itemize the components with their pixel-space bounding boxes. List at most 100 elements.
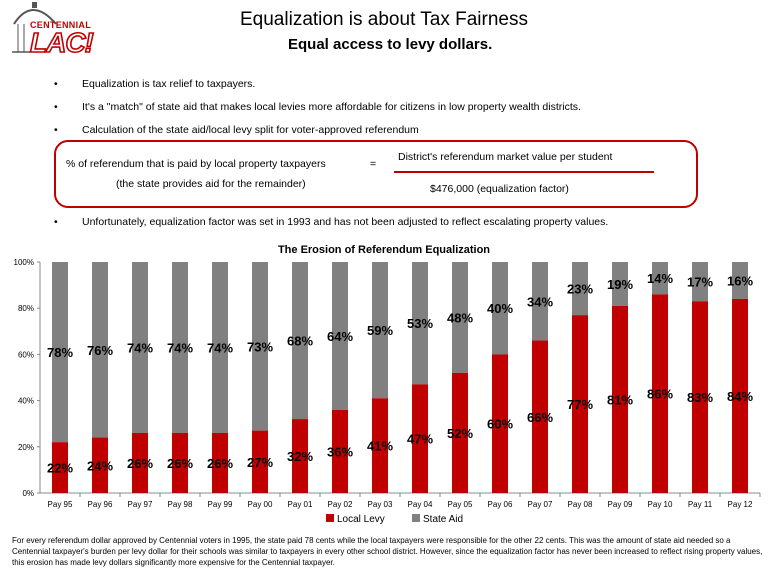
- data-label-state-aid: 74%: [207, 340, 233, 355]
- bullet-item: • Calculation of the state aid/local levy…: [54, 124, 419, 136]
- bar-local-levy: [732, 298, 748, 493]
- data-label-state-aid: 74%: [167, 340, 193, 355]
- bullet-text: Calculation of the state aid/local levy …: [82, 124, 419, 136]
- data-label-local-levy: 84%: [727, 389, 753, 404]
- data-label-local-levy: 27%: [247, 455, 273, 470]
- bar-local-levy: [492, 354, 508, 493]
- data-label-local-levy: 81%: [607, 392, 633, 407]
- bar-state-aid: [92, 262, 108, 438]
- bar-local-levy: [52, 442, 68, 493]
- bar-state-aid: [492, 262, 508, 355]
- logo-top-text: CENTENNIAL: [30, 20, 91, 30]
- bullet-text: Unfortunately, equalization factor was s…: [82, 216, 609, 228]
- bar-local-levy: [292, 419, 308, 493]
- y-tick-label: 60%: [18, 350, 34, 359]
- bar-local-levy: [172, 432, 188, 493]
- bar-local-levy: [412, 384, 428, 493]
- data-label-local-levy: 86%: [647, 387, 673, 402]
- formula-box: % of referendum that is paid by local pr…: [54, 140, 698, 208]
- x-tick-label: Pay 00: [248, 500, 273, 509]
- data-label-state-aid: 34%: [527, 294, 553, 309]
- logo-main-text: LAC!: [29, 26, 94, 59]
- centennial-lac-logo: CENTENNIAL LAC!: [8, 2, 112, 62]
- x-tick-label: Pay 98: [168, 500, 193, 509]
- bar-state-aid: [132, 262, 148, 433]
- bar-state-aid: [172, 262, 188, 433]
- data-label-state-aid: 16%: [727, 273, 753, 288]
- data-label-state-aid: 59%: [367, 323, 393, 338]
- x-tick-label: Pay 95: [48, 500, 73, 509]
- formula-equals: =: [370, 158, 377, 170]
- bar-local-levy: [532, 340, 548, 493]
- data-label-local-levy: 24%: [87, 458, 113, 473]
- x-tick-label: Pay 06: [488, 500, 513, 509]
- x-tick-label: Pay 07: [528, 500, 553, 509]
- bar-local-levy: [92, 437, 108, 493]
- data-label-state-aid: 14%: [647, 271, 673, 286]
- bullet-item: • It's a "match" of state aid that makes …: [54, 101, 581, 113]
- page-subtitle: Equal access to levy dollars.: [288, 36, 493, 53]
- bar-state-aid: [732, 262, 748, 299]
- data-label-state-aid: 78%: [47, 345, 73, 360]
- x-tick-label: Pay 99: [208, 500, 233, 509]
- capitol-dome-icon: [12, 2, 57, 53]
- x-tick-label: Pay 03: [368, 500, 393, 509]
- bar-local-levy: [612, 305, 628, 493]
- data-label-state-aid: 68%: [287, 334, 313, 349]
- bar-local-levy: [452, 372, 468, 493]
- legend-label-state-aid: State Aid: [423, 514, 463, 525]
- data-label-local-levy: 60%: [487, 417, 513, 432]
- data-label-local-levy: 66%: [527, 410, 553, 425]
- bar-state-aid: [292, 262, 308, 420]
- legend-swatch-state-aid: [412, 514, 420, 522]
- bar-local-levy: [132, 432, 148, 493]
- bullet-symbol: •: [54, 101, 58, 113]
- data-label-state-aid: 23%: [567, 282, 593, 297]
- bar-state-aid: [452, 262, 468, 373]
- bar-local-levy: [252, 430, 268, 493]
- bar-local-levy: [572, 315, 588, 493]
- data-label-local-levy: 26%: [127, 456, 153, 471]
- x-tick-label: Pay 10: [648, 500, 673, 509]
- data-label-local-levy: 41%: [367, 439, 393, 454]
- y-tick-label: 20%: [18, 443, 34, 452]
- formula-denominator: $476,000 (equalization factor): [430, 183, 569, 195]
- bar-state-aid: [612, 262, 628, 306]
- bullet-text: It's a "match" of state aid that makes l…: [82, 101, 581, 113]
- data-label-state-aid: 64%: [327, 329, 353, 344]
- data-label-local-levy: 52%: [447, 426, 473, 441]
- x-tick-label: Pay 11: [688, 500, 713, 509]
- data-label-local-levy: 22%: [47, 461, 73, 476]
- bullet-symbol: •: [54, 124, 58, 136]
- x-tick-label: Pay 08: [568, 500, 593, 509]
- bar-state-aid: [372, 262, 388, 399]
- footer-note: For every referendum dollar approved by …: [12, 536, 763, 567]
- bullet-item: • Unfortunately, equalization factor was …: [54, 216, 608, 228]
- data-label-local-levy: 83%: [687, 390, 713, 405]
- data-label-state-aid: 48%: [447, 310, 473, 325]
- bullet-symbol: •: [54, 216, 58, 228]
- formula-numerator: District's referendum market value per s…: [398, 151, 613, 163]
- bullet-text: Equalization is tax relief to taxpayers.: [82, 78, 256, 90]
- bar-state-aid: [412, 262, 428, 385]
- chart-title: The Erosion of Referendum Equalization: [278, 244, 490, 256]
- bar-state-aid: [652, 262, 668, 295]
- data-label-local-levy: 47%: [407, 432, 433, 447]
- data-label-state-aid: 73%: [247, 339, 273, 354]
- formula-left-line1: % of referendum that is paid by local pr…: [66, 158, 326, 170]
- data-label-state-aid: 19%: [607, 277, 633, 292]
- x-tick-label: Pay 09: [608, 500, 633, 509]
- y-tick-label: 40%: [18, 397, 34, 406]
- legend-label-local-levy: Local Levy: [337, 514, 385, 525]
- y-tick-label: 100%: [14, 258, 34, 267]
- data-label-state-aid: 40%: [487, 301, 513, 316]
- data-label-state-aid: 76%: [87, 343, 113, 358]
- bar-state-aid: [52, 262, 68, 443]
- data-label-local-levy: 26%: [207, 456, 233, 471]
- x-tick-label: Pay 04: [408, 500, 433, 509]
- y-tick-label: 0%: [22, 489, 34, 498]
- y-tick-label: 80%: [18, 304, 34, 313]
- data-label-local-levy: 77%: [567, 397, 593, 412]
- data-label-local-levy: 26%: [167, 456, 193, 471]
- formula-left-line2: (the state provides aid for the remainde…: [116, 178, 306, 190]
